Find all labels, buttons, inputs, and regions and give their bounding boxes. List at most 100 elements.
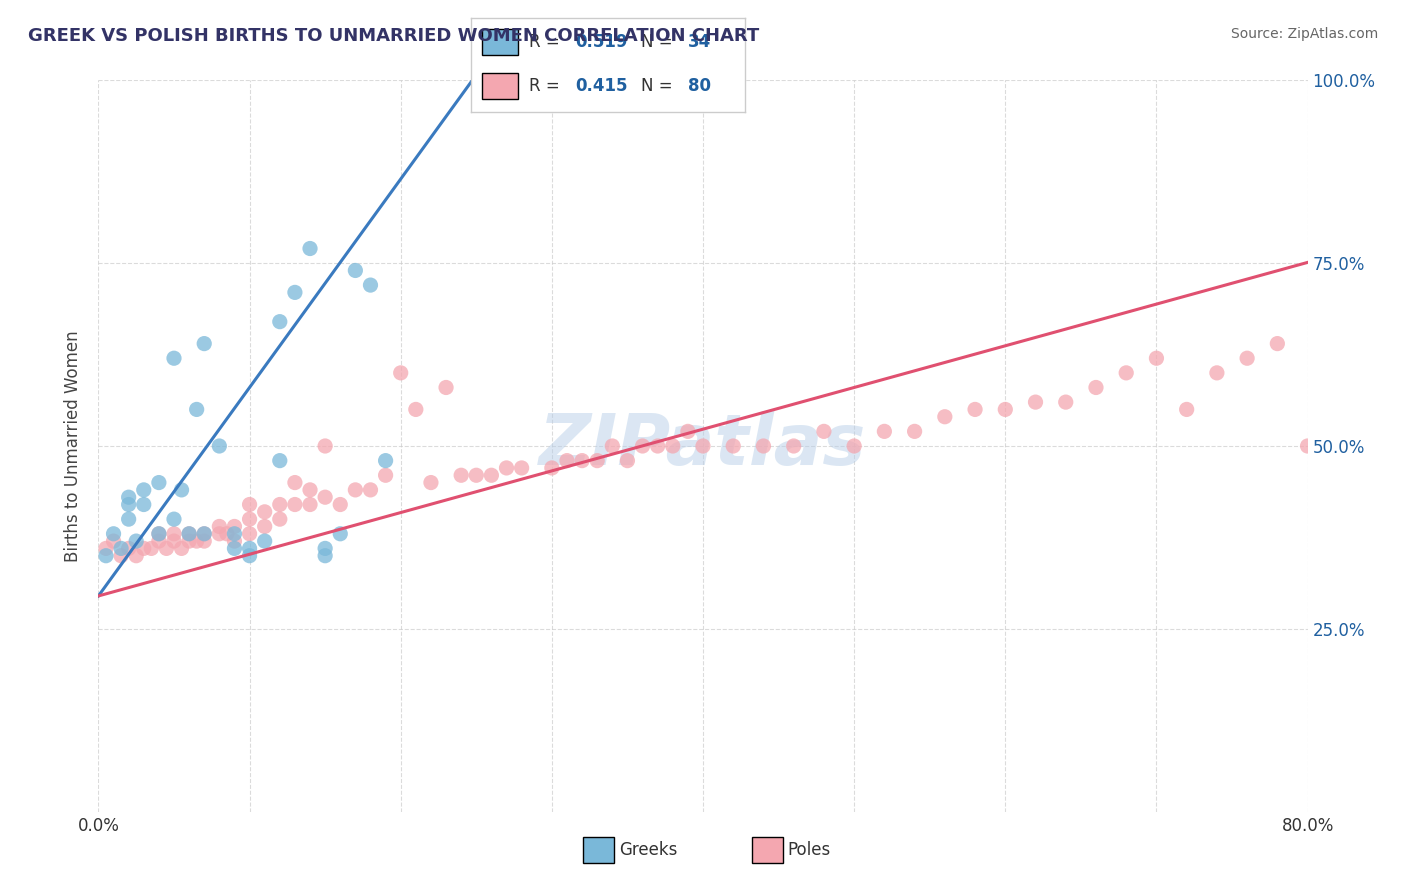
- Point: [110, 549, 132, 563]
- Point: [110, 541, 132, 556]
- Point: [329, 498, 352, 512]
- Point: [118, 541, 141, 556]
- Point: [284, 475, 307, 490]
- Point: [193, 526, 215, 541]
- Y-axis label: Births to Unmarried Women: Births to Unmarried Women: [65, 330, 83, 562]
- Point: [389, 366, 412, 380]
- Point: [631, 439, 654, 453]
- Point: [215, 526, 238, 541]
- Point: [873, 425, 896, 439]
- Point: [284, 285, 307, 300]
- Point: [224, 526, 246, 541]
- Point: [94, 549, 117, 563]
- Point: [103, 534, 125, 549]
- Point: [239, 541, 262, 556]
- Point: [253, 534, 276, 549]
- Point: [374, 453, 396, 467]
- Text: Greeks: Greeks: [619, 841, 678, 859]
- Point: [571, 453, 593, 467]
- Point: [510, 461, 533, 475]
- Point: [118, 498, 141, 512]
- Point: [224, 541, 246, 556]
- Text: GREEK VS POLISH BIRTHS TO UNMARRIED WOMEN CORRELATION CHART: GREEK VS POLISH BIRTHS TO UNMARRIED WOME…: [28, 27, 759, 45]
- Point: [904, 425, 927, 439]
- Point: [118, 490, 141, 504]
- Point: [647, 439, 669, 453]
- Point: [269, 512, 291, 526]
- Point: [193, 526, 215, 541]
- Point: [148, 526, 170, 541]
- Point: [360, 483, 382, 497]
- Point: [1144, 351, 1167, 366]
- Point: [934, 409, 956, 424]
- Point: [148, 475, 170, 490]
- Point: [299, 483, 322, 497]
- Point: [752, 439, 775, 453]
- Point: [103, 526, 125, 541]
- Point: [163, 351, 186, 366]
- Point: [224, 519, 246, 533]
- Point: [676, 425, 699, 439]
- Text: Poles: Poles: [787, 841, 831, 859]
- Point: [208, 519, 231, 533]
- Point: [208, 439, 231, 453]
- Point: [148, 526, 170, 541]
- Point: [170, 483, 193, 497]
- Point: [224, 534, 246, 549]
- Point: [314, 549, 336, 563]
- Point: [1085, 380, 1108, 394]
- Point: [329, 526, 352, 541]
- Point: [125, 534, 148, 549]
- Point: [813, 425, 835, 439]
- Point: [239, 526, 262, 541]
- Text: 34: 34: [688, 33, 711, 51]
- Point: [1115, 366, 1137, 380]
- Point: [94, 541, 117, 556]
- Point: [193, 336, 215, 351]
- Point: [299, 242, 322, 256]
- Point: [465, 468, 488, 483]
- Text: 0.519: 0.519: [575, 33, 627, 51]
- Point: [314, 439, 336, 453]
- Point: [1267, 336, 1289, 351]
- Point: [208, 526, 231, 541]
- Point: [434, 380, 457, 394]
- Point: [723, 439, 745, 453]
- Point: [344, 483, 367, 497]
- Point: [405, 402, 427, 417]
- Point: [1024, 395, 1046, 409]
- Point: [420, 475, 443, 490]
- Point: [253, 519, 276, 533]
- Point: [783, 439, 806, 453]
- Point: [163, 526, 186, 541]
- Point: [239, 549, 262, 563]
- Point: [374, 468, 396, 483]
- Point: [239, 512, 262, 526]
- Point: [132, 483, 155, 497]
- Point: [1236, 351, 1258, 366]
- Point: [344, 263, 367, 277]
- Text: 80: 80: [688, 78, 710, 95]
- Point: [193, 534, 215, 549]
- Point: [125, 549, 148, 563]
- Point: [253, 505, 276, 519]
- Point: [118, 512, 141, 526]
- FancyBboxPatch shape: [482, 73, 517, 99]
- Point: [314, 490, 336, 504]
- Text: N =: N =: [641, 78, 678, 95]
- Point: [186, 402, 208, 417]
- Point: [148, 534, 170, 549]
- Point: [299, 498, 322, 512]
- Text: R =: R =: [529, 33, 565, 51]
- Point: [179, 526, 201, 541]
- Point: [179, 526, 201, 541]
- Point: [844, 439, 866, 453]
- FancyBboxPatch shape: [482, 29, 517, 55]
- Point: [179, 534, 201, 549]
- Point: [163, 534, 186, 549]
- Point: [994, 402, 1017, 417]
- Point: [186, 534, 208, 549]
- Point: [170, 541, 193, 556]
- Point: [602, 439, 624, 453]
- Point: [450, 468, 472, 483]
